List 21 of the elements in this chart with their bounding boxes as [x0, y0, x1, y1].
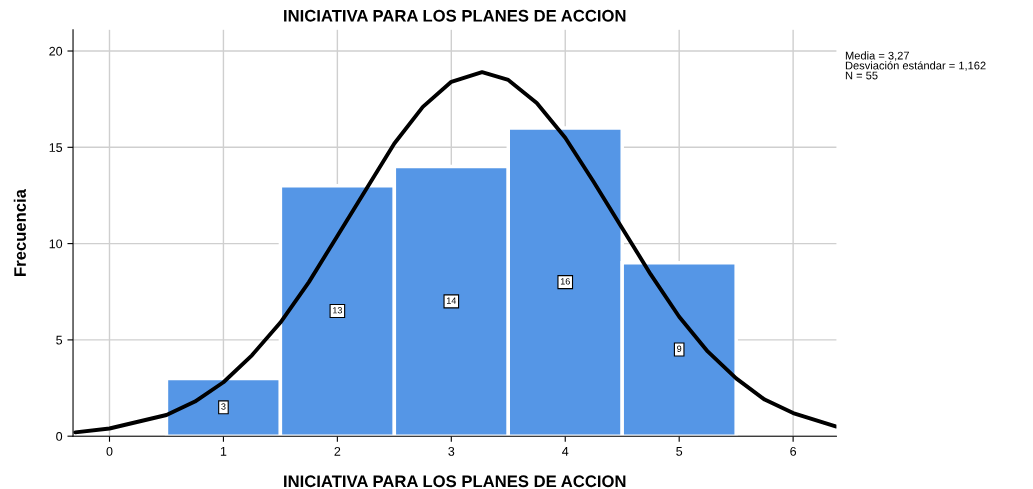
x-tick-label: 2 — [334, 446, 341, 456]
y-tick-label: 15 — [49, 143, 63, 152]
data-label: 13 — [333, 307, 342, 314]
x-tick-label: 6 — [790, 446, 797, 456]
data-label: 16 — [560, 278, 570, 285]
x-tick-label: 1 — [220, 447, 227, 456]
y-tick-label: 0 — [56, 431, 63, 441]
data-label: 9 — [677, 345, 682, 352]
y-tick-label: 10 — [49, 239, 63, 249]
data-label: 14 — [446, 297, 457, 304]
y-axis-title: Frecuencia — [13, 188, 26, 276]
y-tick-label: 20 — [49, 46, 63, 56]
x-tick-label: 4 — [562, 447, 569, 456]
chart-title: INICIATIVA PARA LOS PLANES DE ACCION — [284, 9, 626, 22]
data-label: 3 — [221, 403, 226, 410]
x-tick-label: 3 — [448, 446, 455, 456]
y-tick-label: 5 — [56, 335, 63, 345]
x-tick-label: 0 — [106, 446, 113, 456]
x-axis-title: INICIATIVA PARA LOS PLANES DE ACCION — [284, 475, 626, 488]
x-tick-label: 5 — [676, 447, 683, 456]
text: Media = 3,27 Desviación estándar = 1,162 N = 55 — [845, 51, 986, 80]
